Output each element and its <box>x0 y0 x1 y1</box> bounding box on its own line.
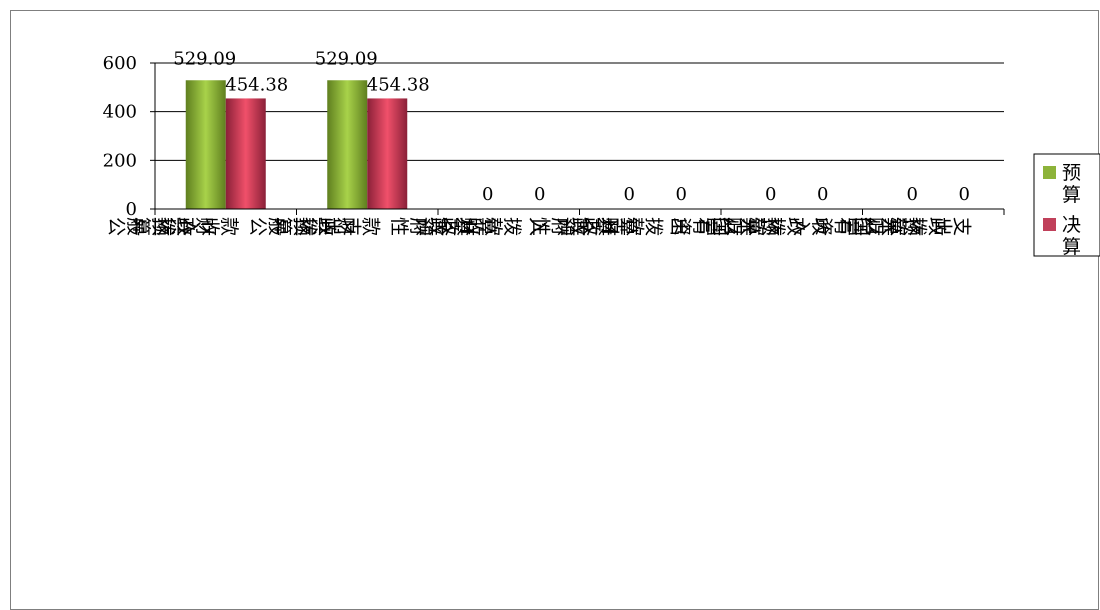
legend-swatch-预算 <box>1043 166 1056 179</box>
legend-label: 算 <box>1062 236 1081 258</box>
data-label: 0 <box>907 184 918 205</box>
x-tick-label: 款收入 <box>183 214 240 236</box>
x-tick-label: 基金预 <box>416 214 473 236</box>
data-label: 529.09 <box>315 48 378 69</box>
x-tick-label: 共预算 <box>274 214 331 236</box>
legend-label: 决 <box>1062 214 1081 236</box>
x-tick-label: 预算财 <box>865 214 922 236</box>
x-tick-label: 入 <box>529 214 548 236</box>
data-label: 0 <box>676 184 687 205</box>
bar-预算-0 <box>185 80 226 210</box>
x-tick-label: 财政拨 <box>158 214 215 236</box>
data-labels: 529.09 529.09 0 0 0 0 454.38 454.38 0 0 0 0 <box>173 48 970 205</box>
y-tick-label: 200 <box>103 150 137 171</box>
x-tick-label: 支出 <box>934 214 972 236</box>
legend-swatch-决算 <box>1043 218 1056 231</box>
x-tick-label: 算财政 <box>582 214 639 236</box>
y-tick-label: 600 <box>103 53 137 74</box>
axes <box>150 62 1005 215</box>
data-label: 0 <box>817 184 828 205</box>
x-tick-label: 国有资 <box>674 214 731 236</box>
y-tick-label: 0 <box>126 199 137 220</box>
data-label: 454.38 <box>225 74 288 95</box>
bar-决算-1 <box>367 98 408 209</box>
x-tick-label: 预算财 <box>724 214 781 236</box>
x-tick-label: 本经营 <box>840 214 897 236</box>
bar-预算-1 <box>327 80 368 210</box>
x-tick-label: 政府性 <box>391 214 448 236</box>
x-tick-label: 基金预 <box>557 214 614 236</box>
x-tick-label: 政府性 <box>532 214 589 236</box>
y-tick-label: 400 <box>103 102 137 123</box>
data-label: 0 <box>765 184 776 205</box>
bars <box>185 80 408 210</box>
y-tick-labels: 600 400 200 0 <box>103 53 137 220</box>
data-label: 0 <box>482 184 493 205</box>
data-label: 0 <box>959 184 970 205</box>
data-label: 529.09 <box>173 48 236 69</box>
x-tick-label: 收入 <box>793 214 831 236</box>
x-tick-label: 出 <box>670 214 689 236</box>
x-tick-label: 政拨款 <box>890 214 948 236</box>
data-label: 454.38 <box>367 74 430 95</box>
x-tick-label: 算财政 <box>441 214 498 236</box>
x-tick-label: 一般公 <box>108 214 165 236</box>
data-label: 0 <box>624 184 635 205</box>
gridlines <box>155 62 1004 161</box>
legend-label: 预 <box>1062 162 1081 184</box>
bar-决算-0 <box>225 98 266 209</box>
x-tick-label: 一般公 <box>249 214 306 236</box>
x-tick-label: 拨款收 <box>466 214 523 236</box>
x-tick-label: 共预算 <box>133 214 190 236</box>
data-label: 0 <box>534 184 545 205</box>
x-tick-label: 本经营 <box>699 214 756 236</box>
x-tick-label: 拨款支 <box>607 214 664 236</box>
x-tick-label: 财政拨 <box>299 214 356 236</box>
x-tick-label: 款支出 <box>324 214 381 236</box>
x-tick-label: 国有资 <box>815 214 872 236</box>
x-tick-label: 政拨款 <box>748 214 806 236</box>
legend-label: 算 <box>1062 184 1081 206</box>
